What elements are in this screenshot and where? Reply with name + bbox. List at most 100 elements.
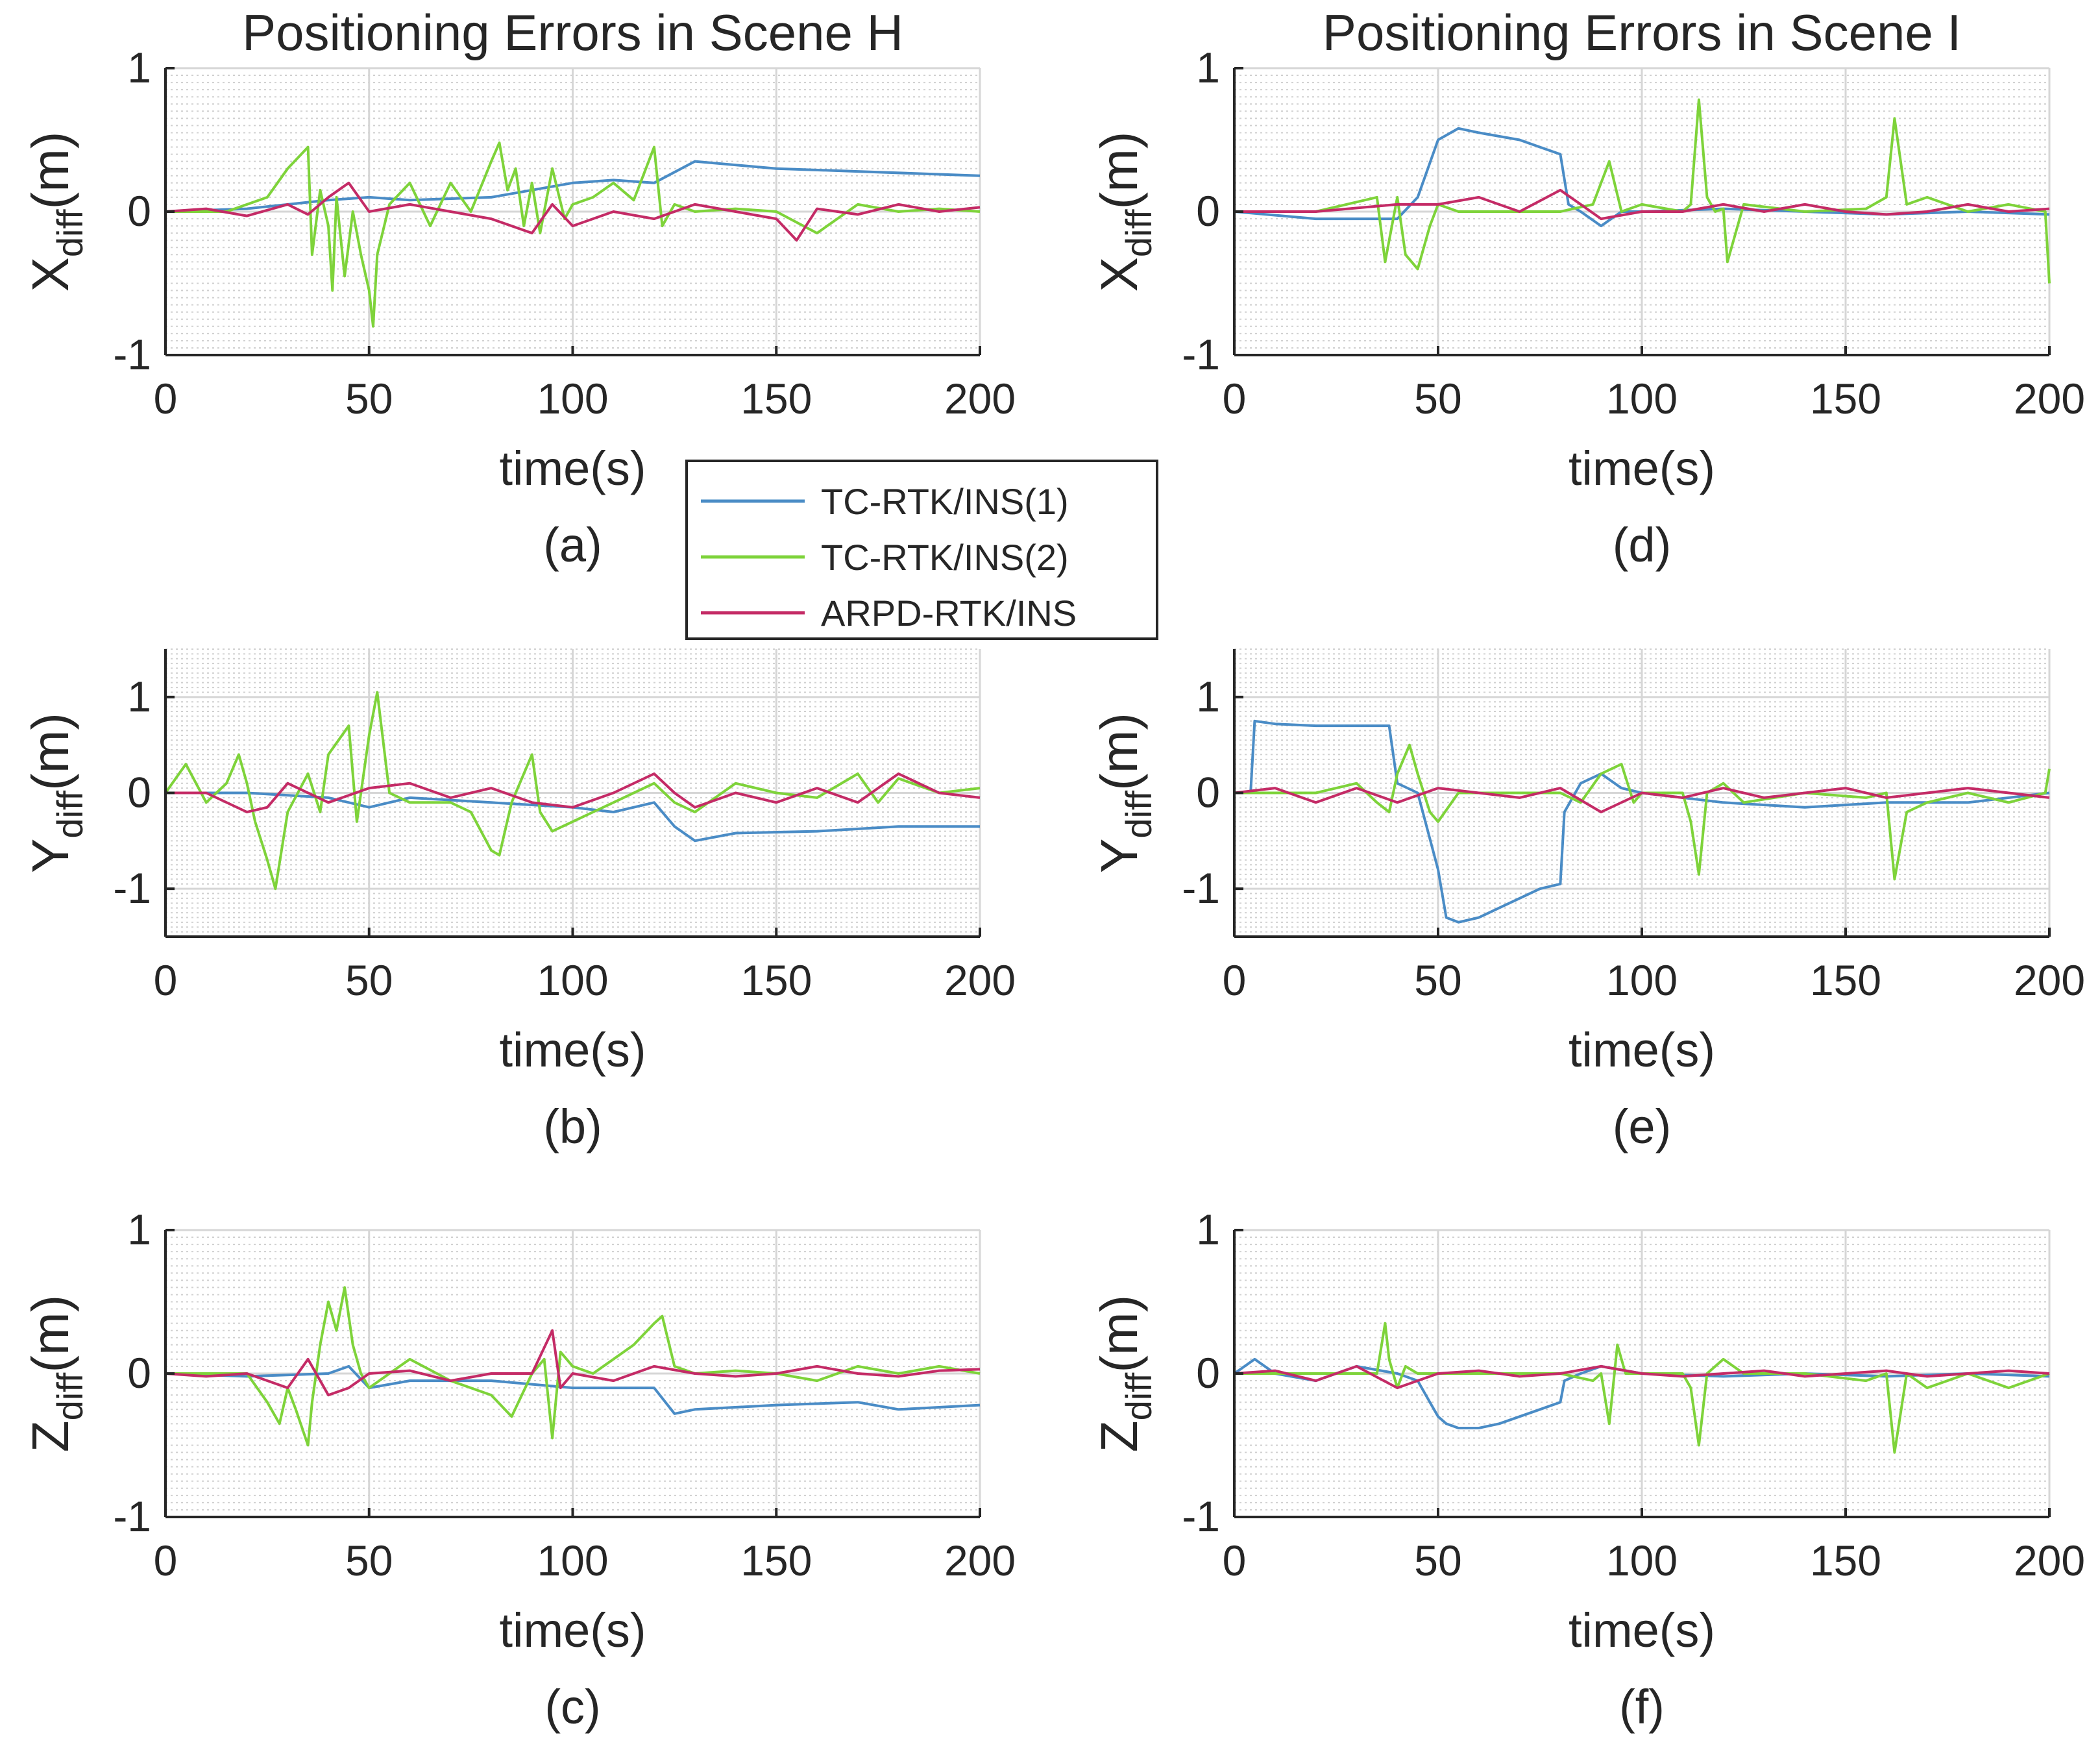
x-tick-label: 0 (1223, 1536, 1247, 1584)
chart-title: Positioning Errors in Scene I (1323, 4, 1961, 61)
panel-label: (a) (543, 518, 602, 572)
y-axis-label-unit: (m) (21, 713, 79, 791)
x-tick-label: 200 (944, 1536, 1016, 1584)
x-tick-label: 0 (1223, 956, 1247, 1004)
x-tick-label: 200 (944, 375, 1016, 423)
x-tick-label: 100 (537, 1536, 608, 1584)
x-axis-label: time(s) (499, 1023, 646, 1077)
x-tick-label: 0 (154, 956, 178, 1004)
y-tick-label: -1 (113, 330, 151, 378)
y-axis-label-subscript: diff (1118, 209, 1159, 257)
series-line-tc-rtk-ins-1 (165, 791, 980, 843)
y-tick-label: 1 (1196, 672, 1220, 721)
x-tick-label: 50 (1414, 1536, 1461, 1584)
y-axis-label-main: Z (21, 1420, 79, 1452)
y-tick-label: 1 (127, 672, 151, 721)
x-axis-label: time(s) (1569, 441, 1715, 495)
y-axis-label-unit: (m) (21, 132, 79, 210)
x-tick-label: 200 (2014, 375, 2085, 423)
x-tick-label: 150 (740, 375, 812, 423)
x-axis-label: time(s) (1569, 1023, 1715, 1077)
x-axis-label: time(s) (1569, 1603, 1715, 1657)
y-axis-label-main: X (21, 257, 79, 291)
series-line-tc-rtk-ins-2 (1234, 98, 2051, 284)
series-line-arpd-rtk-ins (165, 181, 981, 242)
series-line-arpd-rtk-ins (165, 1329, 981, 1397)
y-tick-label: 1 (127, 1205, 151, 1253)
y-tick-label: 0 (127, 187, 151, 235)
y-axis-label: Xdiff(m) (21, 132, 90, 292)
panels-layer: 0 50 100 150 200-101time(s)Xdiff(m)(a)Positi… (21, 4, 2085, 1734)
series-line-tc-rtk-ins-1 (165, 1364, 981, 1415)
y-axis-label-subscript: diff (49, 791, 90, 839)
x-tick-label: 150 (740, 956, 812, 1004)
y-tick-label: 1 (127, 43, 151, 92)
x-tick-label: 200 (944, 956, 1016, 1004)
y-tick-label: 0 (1196, 187, 1220, 235)
legend-label: ARPD-RTK/INS (821, 593, 1077, 634)
x-tick-label: 50 (345, 1536, 393, 1584)
x-tick-label: 0 (1223, 375, 1247, 423)
y-axis-label: Xdiff(m) (1090, 132, 1159, 292)
y-axis-label-subscript: diff (1118, 1372, 1159, 1420)
y-tick-label: 1 (1196, 1205, 1220, 1253)
y-axis-label-unit: (m) (1090, 1295, 1148, 1373)
x-tick-label: 150 (740, 1536, 812, 1584)
series-line-arpd-rtk-ins (165, 772, 981, 813)
x-tick-label: 200 (2014, 1536, 2085, 1584)
panel-d: 0 50 100 150 200-101time(s)Xdiff(m)(d)Positi… (1090, 4, 2085, 572)
y-axis-label-unit: (m) (1090, 713, 1148, 791)
x-tick-label: 150 (1810, 1536, 1881, 1584)
y-axis-label-subscript: diff (1118, 791, 1159, 839)
series-line-tc-rtk-ins-1 (165, 160, 981, 213)
y-tick-label: -1 (1182, 1492, 1220, 1540)
y-axis-label-unit: (m) (21, 1295, 79, 1373)
panel-label: (d) (1613, 518, 1671, 572)
y-axis-label-main: Y (1090, 839, 1148, 873)
y-axis-label-unit: (m) (1090, 132, 1148, 210)
y-tick-label: 0 (127, 1349, 151, 1397)
x-tick-label: 100 (1606, 956, 1678, 1004)
x-tick-label: 0 (154, 1536, 178, 1584)
y-tick-label: 0 (127, 769, 151, 817)
series-line-tc-rtk-ins-1 (1234, 719, 2050, 924)
x-tick-label: 100 (537, 956, 608, 1004)
x-tick-label: 150 (1810, 956, 1881, 1004)
y-tick-label: 1 (1196, 43, 1220, 92)
y-tick-label: -1 (113, 1492, 151, 1540)
series-line-tc-rtk-ins-2 (165, 1286, 981, 1447)
y-axis-label: Ydiff(m) (21, 713, 90, 873)
series-line-tc-rtk-ins-2 (165, 141, 981, 328)
x-tick-label: 50 (345, 375, 393, 423)
y-axis-label: Zdiff(m) (1090, 1295, 1159, 1453)
series-line-arpd-rtk-ins (1234, 787, 2050, 813)
y-axis-label-main: Y (21, 839, 79, 873)
x-tick-label: 50 (1414, 956, 1461, 1004)
legend-label: TC-RTK/INS(2) (821, 537, 1069, 578)
legend-label: TC-RTK/INS(1) (821, 481, 1069, 522)
x-tick-label: 100 (537, 375, 608, 423)
series-line-tc-rtk-ins-2 (164, 691, 981, 891)
panel-label: (f) (1619, 1680, 1665, 1734)
x-tick-label: 0 (154, 375, 178, 423)
panel-label: (b) (543, 1100, 602, 1153)
y-tick-label: -1 (1182, 864, 1220, 912)
panel-label: (e) (1613, 1100, 1671, 1153)
y-tick-label: -1 (1182, 330, 1220, 378)
x-tick-label: 100 (1606, 1536, 1678, 1584)
x-tick-label: 200 (2014, 956, 2085, 1004)
y-tick-label: 0 (1196, 769, 1220, 817)
x-axis-label: time(s) (499, 1603, 646, 1657)
series-line-arpd-rtk-ins (1234, 1364, 2050, 1390)
panel-label: (c) (544, 1680, 600, 1734)
y-axis-label-main: Z (1090, 1420, 1148, 1452)
y-tick-label: 0 (1196, 1349, 1220, 1397)
y-axis-label: Zdiff(m) (21, 1295, 90, 1453)
x-tick-label: 100 (1606, 375, 1678, 423)
y-axis-label-subscript: diff (49, 1372, 90, 1420)
